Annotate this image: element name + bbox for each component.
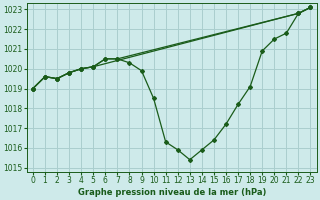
X-axis label: Graphe pression niveau de la mer (hPa): Graphe pression niveau de la mer (hPa): [77, 188, 266, 197]
